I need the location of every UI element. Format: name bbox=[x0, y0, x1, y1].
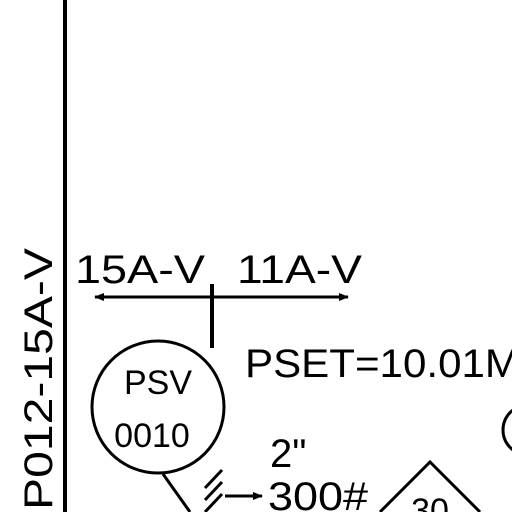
line-label: P012-15A-V bbox=[17, 248, 61, 510]
diamond-label: 30 bbox=[411, 492, 449, 512]
right-spec: 11A-V bbox=[237, 248, 362, 292]
outlet-size: 2" bbox=[270, 432, 306, 476]
hash-marks bbox=[203, 468, 224, 512]
valve-tag: PSV bbox=[124, 364, 192, 402]
leader bbox=[161, 473, 192, 512]
valve-number: 0010 bbox=[114, 417, 190, 455]
set-pressure: PSET=10.01M bbox=[245, 342, 512, 386]
left-spec: 15A-V bbox=[75, 248, 205, 292]
outlet-rating: 300# bbox=[268, 475, 369, 512]
linework bbox=[63, 0, 512, 512]
partial-bubble bbox=[501, 408, 512, 452]
diamond bbox=[378, 459, 482, 512]
valve-bubble bbox=[90, 339, 226, 475]
